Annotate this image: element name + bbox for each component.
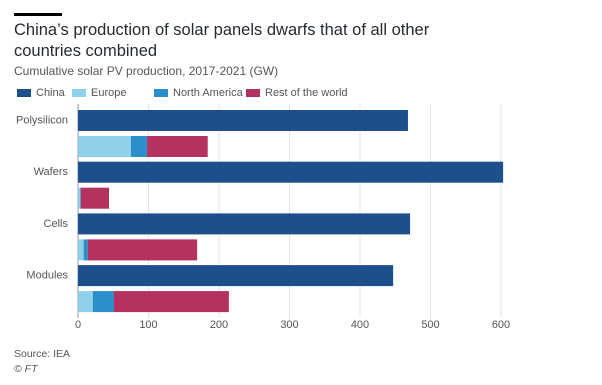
x-tick-label: 600 [492, 319, 510, 331]
x-tick-label: 0 [75, 319, 81, 331]
legend-label: China [36, 87, 66, 99]
chart-title: China’s production of solar panels dwarf… [14, 21, 430, 60]
legend-label: Europe [91, 87, 126, 99]
x-tick-label: 200 [210, 319, 228, 331]
legend-label: North America [173, 87, 244, 99]
y-tick-label: Polysilicon [16, 114, 68, 126]
legend-swatch [246, 89, 260, 97]
bar-segment [147, 136, 208, 157]
bar-segment [80, 187, 110, 209]
chart-subtitle: Cumulative solar PV production, 2017-202… [14, 64, 279, 78]
credit: © FT [14, 363, 39, 375]
bar [78, 213, 411, 235]
bar-segment [130, 136, 148, 157]
legend-swatch [154, 89, 168, 97]
y-tick-label: Modules [26, 270, 68, 282]
bar-segment [113, 291, 229, 313]
bar-segment [78, 291, 93, 313]
bar [78, 161, 504, 183]
top-rule [14, 13, 62, 16]
x-tick-label: 400 [351, 319, 369, 331]
bar-segment [78, 187, 81, 209]
bar [78, 265, 394, 287]
x-tick-label: 100 [139, 319, 157, 331]
bar-segment [78, 136, 131, 157]
bar-segment [92, 291, 114, 313]
y-tick-label: Wafers [34, 166, 69, 178]
x-tick-label: 300 [280, 319, 298, 331]
legend-swatch [17, 89, 31, 97]
x-tick-label: 500 [421, 319, 439, 331]
source: Source: IEA [14, 348, 70, 360]
bar-segment [83, 239, 88, 261]
bar [78, 110, 408, 131]
legend-swatch [72, 89, 86, 97]
bar-segment [78, 239, 84, 261]
bar-segment [80, 187, 81, 209]
bar-segment [87, 239, 198, 261]
legend-label: Rest of the world [265, 87, 348, 99]
y-tick-label: Cells [44, 218, 69, 230]
